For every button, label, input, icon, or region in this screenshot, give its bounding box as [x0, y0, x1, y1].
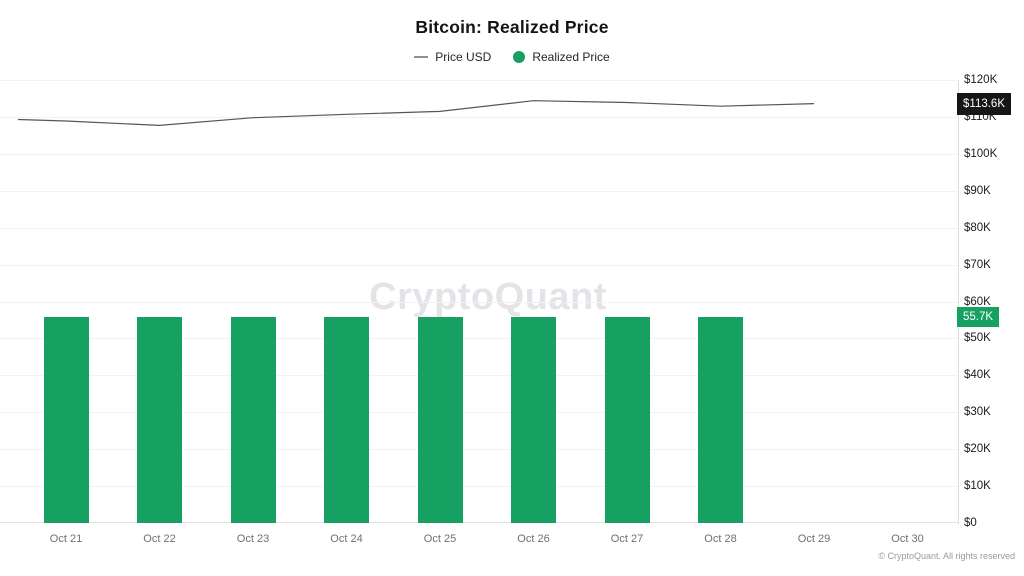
y-axis-tick-label: $50K	[964, 332, 991, 345]
y-axis-tick-label: $10K	[964, 480, 991, 493]
realized-price-bar[interactable]	[417, 317, 463, 523]
y-axis-tick-label: $30K	[964, 406, 991, 419]
line-dash-icon	[414, 56, 429, 58]
y-axis-tick-label: $40K	[964, 369, 991, 382]
x-axis-tick-label: Oct 23	[236, 533, 270, 545]
gridline	[0, 338, 958, 340]
y-axis-line	[958, 80, 959, 524]
y-axis-tick-label: $20K	[964, 443, 991, 456]
realized-price-bar[interactable]	[698, 317, 743, 523]
gridline	[0, 264, 958, 266]
realized-price-bar[interactable]	[230, 317, 276, 523]
gridline	[0, 227, 958, 229]
legend-item-realized-price[interactable]: Realized Price	[513, 50, 610, 64]
price-usd-line[interactable]	[17, 100, 815, 127]
x-axis-tick-label: Oct 26	[517, 533, 550, 545]
y-axis-tick-label: $120K	[964, 74, 998, 86]
series-dot-icon	[513, 51, 526, 63]
y-axis-tick-label: $60K	[964, 295, 991, 308]
plot-area[interactable]	[0, 80, 958, 523]
y-axis-tick-label: $70K	[964, 258, 991, 271]
y-axis-tick-label: $0	[964, 517, 977, 529]
copyright-text: © CryptoQuant. All rights reserved	[878, 551, 1015, 561]
gridline	[0, 153, 958, 155]
x-axis-tick-label: Oct 28	[704, 533, 737, 545]
realized-price-bar[interactable]	[324, 317, 369, 523]
gridline	[0, 80, 958, 81]
x-axis-tick-label: Oct 29	[797, 533, 831, 545]
x-axis-tick-label: Oct 22	[143, 533, 176, 545]
realized-price-bar[interactable]	[43, 317, 89, 523]
realized-price-bar[interactable]	[137, 317, 182, 523]
x-axis-tick-label: Oct 24	[330, 533, 363, 545]
gridline	[0, 116, 958, 118]
y-axis-tick-label: $80K	[964, 221, 991, 234]
legend-label-realized-price: Realized Price	[532, 50, 610, 64]
gridline	[0, 190, 958, 192]
realized-price-bar[interactable]	[604, 317, 650, 523]
x-axis-tick-label: Oct 27	[610, 533, 644, 545]
y-axis-tick-label: $100K	[964, 147, 998, 160]
gridline	[0, 486, 958, 488]
cryptoquant-watermark: CryptoQuant	[369, 276, 607, 318]
price-usd-value-badge: $113.6K	[957, 92, 1011, 115]
gridline	[0, 301, 958, 303]
gridline	[0, 412, 958, 414]
x-axis-tick-label: Oct 25	[423, 533, 457, 545]
chart-title: Bitcoin: Realized Price	[415, 17, 609, 37]
gridline	[0, 449, 958, 451]
x-axis-tick-label: Oct 30	[891, 533, 924, 545]
legend-item-price-usd[interactable]: Price USD	[414, 50, 491, 64]
x-axis-line	[0, 522, 958, 523]
legend: Price USD Realized Price	[0, 49, 1024, 65]
price-line-svg	[17, 100, 815, 127]
x-axis-tick-label: Oct 21	[49, 533, 83, 545]
gridline	[0, 375, 958, 377]
legend-label-price-usd: Price USD	[435, 50, 492, 64]
y-axis-tick-label: $90K	[964, 184, 991, 197]
realized-price-value-badge: 55.7K	[957, 307, 1000, 328]
realized-price-bar[interactable]	[511, 317, 556, 523]
